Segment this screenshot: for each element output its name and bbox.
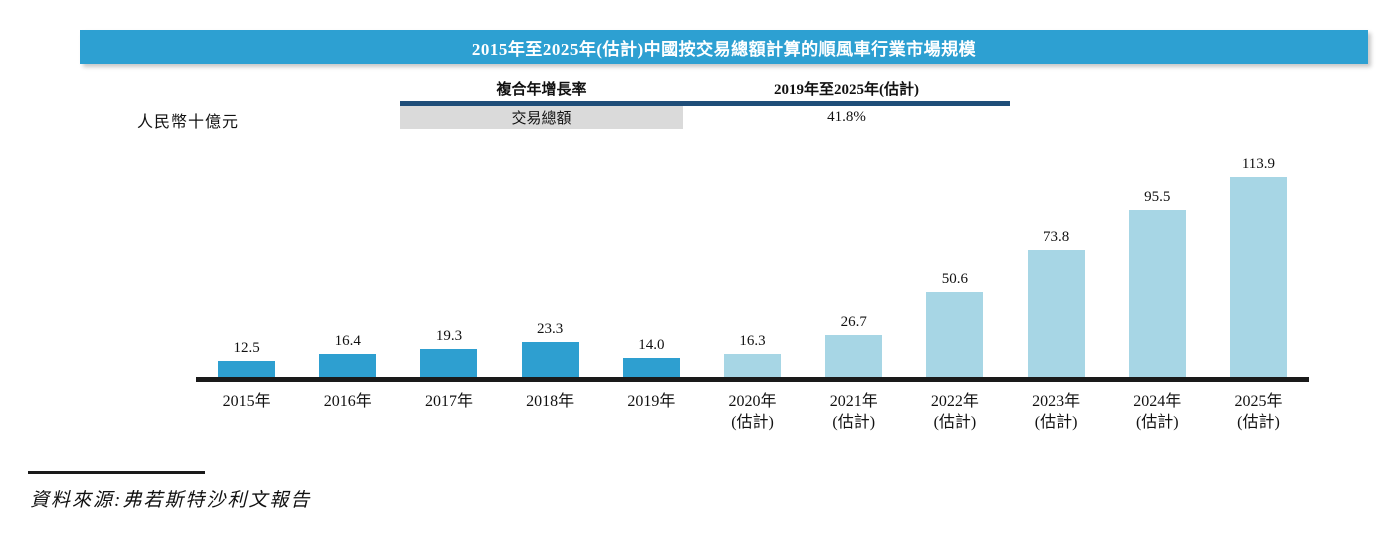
bar-value-label: 95.5 [1144, 189, 1171, 205]
bar-slot-2019年: 14.0 [601, 337, 702, 377]
x-axis-label-2021年: 2021年 (估計) [803, 391, 904, 433]
bar-2016年 [319, 354, 377, 377]
x-axis-label-line: 2024年 [1133, 393, 1182, 410]
bar-value-label: 19.3 [435, 328, 463, 344]
bar-chart: 12.5 16.4 19.3 23.3 14.0 16.3 26.7 50.6 73.8 95.5… [196, 150, 1309, 433]
bar-value-label: 26.7 [840, 314, 867, 330]
x-axis-label-line: 2022年 [930, 393, 979, 410]
x-axis-label-line: (估計) [731, 414, 774, 431]
series-name-cell: 交易總額 [400, 106, 683, 129]
x-axis-label-line: (估計) [1135, 414, 1179, 431]
x-axis-label-2016年: 2016年 [297, 391, 398, 433]
bar-slot-2016年: 16.4 [297, 333, 398, 377]
bar-value-label: 16.4 [334, 333, 361, 349]
chart-title-banner: 2015年至2025年(估計)中國按交易總額計算的順風車行業市場規模 [80, 30, 1368, 64]
bar-slot-2025年: 113.9 [1208, 156, 1309, 377]
x-axis-label-line: 2023年 [1032, 393, 1081, 410]
x-axis-label-line: 2016年 [323, 393, 372, 410]
x-axis-label-line: 2021年 [829, 393, 878, 410]
bar-value-label: 12.5 [233, 340, 260, 356]
x-axis-label-2018年: 2018年 [500, 391, 601, 433]
table-divider-line [400, 101, 1010, 106]
bar-value-label: 50.6 [941, 271, 969, 287]
x-axis-label-line: (估計) [1237, 414, 1280, 431]
bar-slot-2018年: 23.3 [500, 321, 601, 377]
bar-slot-2017年: 19.3 [398, 328, 499, 377]
bar-2017年 [420, 349, 478, 377]
bar-2020年-estimate [724, 354, 782, 377]
x-axis-labels: 2015年 2016年 2017年 2018年 2019年 2020年 (估計) 2021年 (… [196, 382, 1309, 433]
cagr-value-cell: 41.8% [827, 109, 866, 125]
bars-area: 12.5 16.4 19.3 23.3 14.0 16.3 26.7 50.6 73.8 95.5… [196, 150, 1309, 377]
bar-2023年-estimate [1027, 250, 1085, 377]
x-axis-label-2022年: 2022年 (估計) [904, 391, 1005, 433]
x-axis-label-line: 2017年 [424, 393, 473, 410]
x-axis-label-2025年: 2025年 (估計) [1208, 391, 1309, 433]
bar-slot-2024年: 95.5 [1107, 189, 1208, 377]
bar-2025年-estimate [1229, 177, 1287, 377]
bar-2018年 [521, 342, 579, 377]
bar-2024年-estimate [1128, 210, 1186, 377]
cagr-table-header-row: 複合年增長率 2019年至2025年(估計) [400, 78, 1010, 101]
bar-slot-2022年: 50.6 [904, 271, 1005, 377]
cagr-period-label: 2019年至2025年(估計) [774, 82, 919, 98]
x-axis-label-2020年: 2020年 (估計) [702, 391, 803, 433]
x-axis-label-line: 2019年 [627, 393, 676, 410]
bar-slot-2020年: 16.3 [702, 333, 803, 377]
x-axis-label-2024年: 2024年 (估計) [1107, 391, 1208, 433]
x-axis-label-line: (估計) [933, 414, 977, 431]
x-axis-label-line: 2018年 [526, 393, 575, 410]
x-axis-line [196, 377, 1309, 382]
source-divider-line [28, 471, 205, 474]
bar-2019年 [622, 358, 680, 377]
bar-2021年-estimate [825, 335, 883, 377]
y-axis-unit-label: 人民幣十億元 [137, 114, 240, 131]
x-axis-label-line: (估計) [832, 414, 876, 431]
bar-slot-2015年: 12.5 [196, 340, 297, 377]
bar-2015年 [218, 361, 276, 377]
bar-value-label: 14.0 [638, 337, 665, 353]
x-axis-label-line: 2020年 [728, 393, 777, 410]
cagr-table-data-row: 交易總額 41.8% [400, 106, 1010, 129]
bar-value-label: 16.3 [739, 333, 766, 349]
x-axis-label-2023年: 2023年 (估計) [1006, 391, 1107, 433]
x-axis-label-line: (估計) [1034, 414, 1078, 431]
bar-value-label: 73.8 [1042, 229, 1070, 245]
bar-value-label: 113.9 [1241, 156, 1276, 172]
bar-slot-2021年: 26.7 [803, 314, 904, 377]
x-axis-label-2017年: 2017年 [398, 391, 499, 433]
cagr-summary-table: 複合年增長率 2019年至2025年(估計) 交易總額 41.8% [400, 78, 1010, 129]
bar-slot-2023年: 73.8 [1006, 229, 1107, 377]
bar-value-label: 23.3 [537, 321, 564, 337]
x-axis-label-2019年: 2019年 [601, 391, 702, 433]
source-note: 資料來源:弗若斯特沙利文報告 [30, 490, 312, 511]
bar-2022年-estimate [926, 292, 984, 377]
x-axis-label-2015年: 2015年 [196, 391, 297, 433]
x-axis-label-line: 2025年 [1234, 393, 1283, 410]
cagr-header-label: 複合年增長率 [496, 82, 587, 98]
x-axis-label-line: 2015年 [222, 393, 271, 410]
chart-title: 2015年至2025年(估計)中國按交易總額計算的順風車行業市場規模 [471, 39, 977, 59]
